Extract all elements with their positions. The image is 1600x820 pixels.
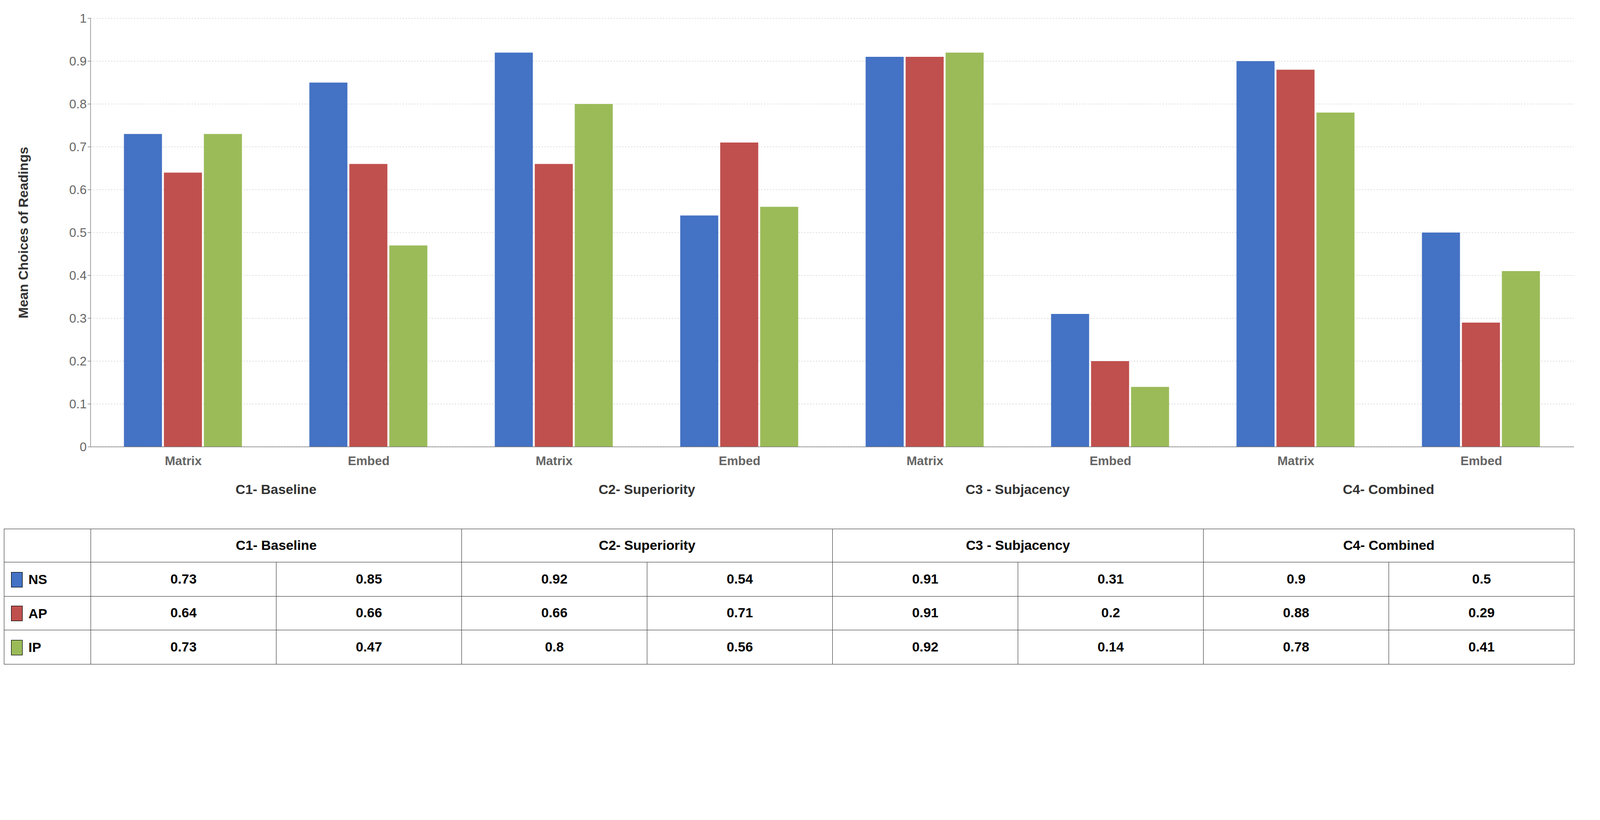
svg-text:Embed: Embed [1089, 453, 1132, 469]
html-text:IP: IP [28, 640, 42, 655]
svg-text:0: 0 [79, 439, 87, 455]
svg-text:0.5: 0.5 [69, 225, 87, 240]
svg-text:Embed: Embed [1460, 453, 1503, 469]
html-text:0.88: 0.88 [1282, 605, 1310, 621]
html-text:0.56: 0.56 [726, 639, 753, 655]
html-text:0.71: 0.71 [726, 605, 753, 621]
html-text:NS: NS [28, 571, 48, 587]
html-text:0.5: 0.5 [1472, 571, 1491, 587]
html-text:0.66: 0.66 [541, 605, 568, 621]
svg-text:Matrix: Matrix [164, 453, 202, 469]
svg-text:1: 1 [79, 11, 87, 26]
html-text:0.2: 0.2 [1101, 605, 1121, 621]
svg-text:0.3: 0.3 [69, 311, 87, 326]
html-text:0.41: 0.41 [1468, 639, 1495, 655]
html-text:0.66: 0.66 [355, 605, 383, 621]
html-text:0.54: 0.54 [726, 571, 753, 587]
svg-text:Embed: Embed [718, 453, 761, 469]
html-text:0.9: 0.9 [1286, 571, 1306, 587]
html-text:0.92: 0.92 [912, 639, 939, 655]
html-text:C2- Superiority: C2- Superiority [598, 537, 696, 553]
html-text:0.8: 0.8 [544, 639, 564, 655]
svg-text:Matrix: Matrix [1277, 453, 1315, 469]
html-text:0.31: 0.31 [1097, 571, 1124, 587]
html-text:0.92: 0.92 [541, 571, 568, 587]
html-text:0.47: 0.47 [355, 639, 383, 655]
html-text:0.85: 0.85 [355, 571, 383, 587]
svg-text:Mean Choices of Readings: Mean Choices of Readings [15, 146, 31, 319]
html-text:C1- Baseline: C1- Baseline [235, 537, 317, 553]
html-text:0.91: 0.91 [912, 605, 939, 621]
svg-text:C1- Baseline: C1- Baseline [235, 482, 317, 498]
svg-text:C2- Superiority: C2- Superiority [598, 482, 696, 498]
svg-text:0.6: 0.6 [69, 182, 87, 197]
html-text:0.91: 0.91 [912, 571, 939, 587]
html-text:C4- Combined: C4- Combined [1343, 537, 1435, 553]
html-text:0.64: 0.64 [170, 605, 197, 621]
svg-text:0.2: 0.2 [69, 354, 87, 369]
html-text:0.14: 0.14 [1097, 639, 1124, 655]
svg-text:0.1: 0.1 [69, 396, 87, 412]
svg-text:0.8: 0.8 [69, 96, 87, 112]
svg-text:0.7: 0.7 [69, 139, 87, 155]
svg-text:Matrix: Matrix [535, 453, 573, 469]
svg-text:C3 - Subjacency: C3 - Subjacency [965, 482, 1071, 498]
html-text:AP: AP [28, 605, 48, 621]
svg-text:Matrix: Matrix [906, 453, 944, 469]
html-text:0.73: 0.73 [170, 571, 197, 587]
html-text:C3 - Subjacency: C3 - Subjacency [965, 537, 1071, 553]
svg-text:0.9: 0.9 [69, 53, 87, 69]
svg-text:C4- Combined: C4- Combined [1342, 482, 1435, 498]
svg-text:0.4: 0.4 [69, 268, 87, 283]
html-text:0.78: 0.78 [1282, 639, 1310, 655]
html-text:0.73: 0.73 [170, 639, 197, 655]
svg-text:Embed: Embed [347, 453, 390, 469]
html-text:0.29: 0.29 [1468, 605, 1495, 621]
